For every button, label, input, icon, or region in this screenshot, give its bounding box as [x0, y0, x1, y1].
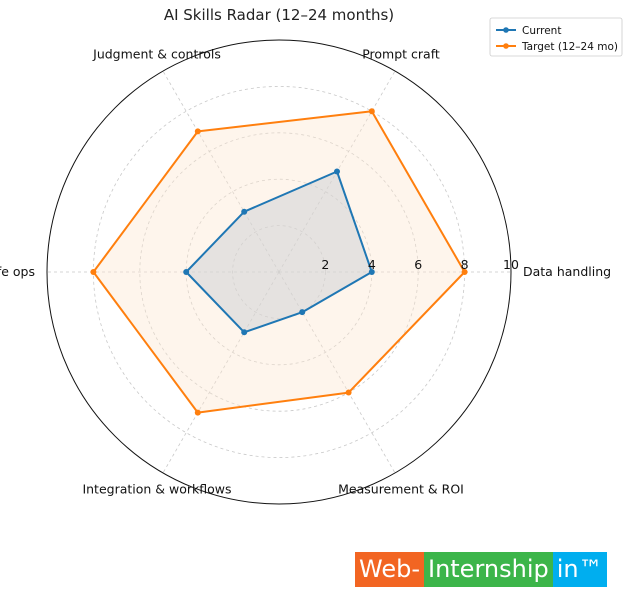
chart-title: AI Skills Radar (12–24 months): [164, 6, 394, 24]
axis-label-2: Judgment & controls: [92, 47, 221, 62]
spoke-2: [162, 70, 280, 273]
legend-marker-0: [503, 27, 509, 33]
axis-label-5: Measurement & ROI: [338, 481, 464, 496]
axis-label-3: Safe ops: [0, 264, 35, 279]
legend-label-1: Target (12–24 mo): [521, 41, 618, 53]
legend-box: [489, 17, 623, 57]
spoke-5: [278, 271, 396, 474]
grid-ring-2: [232, 225, 326, 319]
axis-label-1: Prompt craft: [362, 47, 440, 62]
series-1-point-0: [461, 269, 468, 275]
series-0-point-4: [241, 329, 248, 336]
axis-labels: Data handling Prompt craft Judgment & cont…: [0, 47, 611, 497]
series-layer: [90, 108, 468, 416]
series-0-point-0: [368, 269, 375, 275]
series-0-point-2: [241, 208, 248, 215]
radial-tick-8: 8: [461, 257, 469, 272]
series-fill-0: [186, 171, 372, 333]
legend-label-0: Current: [522, 25, 561, 37]
series-1-point-5: [345, 389, 352, 396]
watermark-part-internship: Internship: [423, 552, 553, 587]
legend-marker-1: [503, 43, 509, 49]
series-0-point-1: [334, 168, 340, 175]
outer-ring: [46, 39, 512, 505]
radial-tick-6: 6: [414, 257, 422, 272]
legend: Current Target (12–24 mo): [489, 17, 623, 57]
series-0-point-5: [299, 309, 306, 316]
watermark-logo: Web- Internship in™: [355, 552, 607, 587]
watermark-part-web: Web-: [355, 552, 424, 587]
radial-tick-labels: 2 4 6 8 10: [321, 257, 519, 272]
axis-label-0: Data handling: [523, 264, 611, 279]
series-0-point-3: [183, 269, 190, 275]
axis-label-4: Integration & workflows: [82, 481, 231, 496]
series-1-point-1: [368, 108, 375, 115]
series-1-point-2: [194, 128, 201, 135]
spoke-4: [162, 271, 280, 474]
series-1-point-4: [194, 409, 201, 416]
radial-tick-10: 10: [503, 257, 519, 272]
series-1-point-3: [90, 269, 97, 275]
series-fill-1: [93, 111, 465, 413]
radial-tick-4: 4: [368, 257, 376, 272]
watermark-part-in: in™: [552, 552, 607, 587]
radial-tick-2: 2: [321, 257, 329, 272]
